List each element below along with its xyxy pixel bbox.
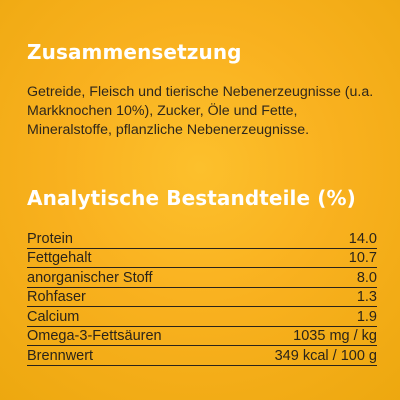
composition-heading: Zusammensetzung	[27, 40, 242, 64]
row-value: 1.3	[356, 289, 377, 305]
composition-text: Getreide, Fleisch und tierische Nebenerz…	[27, 84, 374, 138]
row-label: Omega-3-Fettsäuren	[27, 328, 162, 344]
row-label: Brennwert	[27, 347, 94, 364]
analysis-row-calcium: Calcium 1.9	[27, 307, 377, 327]
row-value: 8.0	[356, 269, 377, 286]
row-value: 10.7	[348, 250, 377, 266]
analysis-row-protein: Protein 14.0	[27, 229, 377, 249]
row-value: 1.9	[356, 308, 377, 325]
analysis-row-omega3: Omega-3-Fettsäuren 1035 mg / kg	[27, 327, 377, 346]
analysis-row-fat: Fettgehalt 10.7	[27, 249, 377, 268]
row-label: Fettgehalt	[27, 250, 92, 266]
analysis-row-energy: Brennwert 349 kcal / 100 g	[27, 346, 377, 366]
row-label: anorganischer Stoff	[27, 269, 153, 286]
row-value: 349 kcal / 100 g	[274, 347, 377, 364]
row-label: Protein	[27, 230, 73, 247]
analysis-table: Protein 14.0 Fettgehalt 10.7 anorganisch…	[27, 229, 377, 366]
row-value: 14.0	[348, 230, 377, 247]
row-label: Calcium	[27, 308, 80, 325]
nutrition-panel: Zusammensetzung Getreide, Fleisch und ti…	[27, 0, 377, 400]
analysis-heading: Analytische Bestandteile (%)	[27, 186, 356, 210]
analysis-row-fibre: Rohfaser 1.3	[27, 288, 377, 307]
row-label: Rohfaser	[27, 289, 86, 305]
analysis-row-ash: anorganischer Stoff 8.0	[27, 268, 377, 288]
row-value: 1035 mg / kg	[293, 328, 377, 344]
